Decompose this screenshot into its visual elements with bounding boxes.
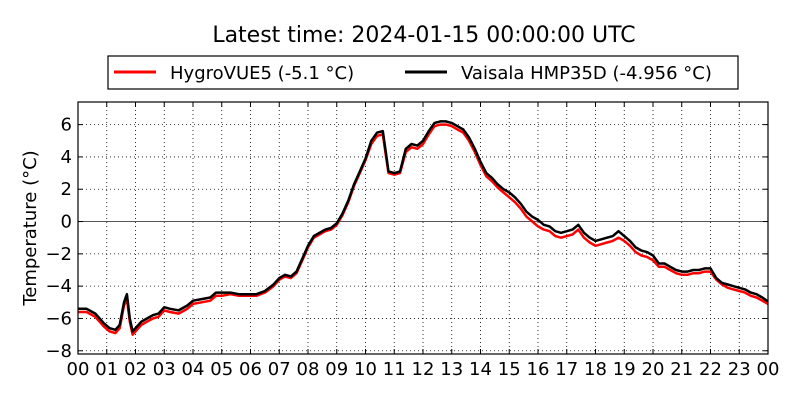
y-tick-label: 4 bbox=[61, 147, 72, 168]
y-tick-label: 6 bbox=[61, 115, 72, 136]
x-tick-label: 10 bbox=[354, 359, 377, 380]
legend: HygroVUE5 (-5.1 °C) Vaisala HMP35D (-4.9… bbox=[107, 55, 739, 90]
x-tick-label: 02 bbox=[124, 359, 147, 380]
series-line-vaisala bbox=[78, 120, 769, 333]
y-tick-label: −2 bbox=[45, 244, 72, 265]
y-tick-label: 0 bbox=[61, 212, 72, 233]
x-tick-label: 14 bbox=[469, 359, 492, 380]
x-tick-label: 15 bbox=[498, 359, 521, 380]
y-tick-label: −6 bbox=[45, 308, 72, 329]
x-tick-label: 19 bbox=[613, 359, 636, 380]
chart-title: Latest time: 2024-01-15 00:00:00 UTC bbox=[212, 23, 635, 48]
x-tick-label: 03 bbox=[153, 359, 176, 380]
x-tick-label: 08 bbox=[297, 359, 320, 380]
y-tick-label: −4 bbox=[45, 276, 72, 297]
x-tick-label: 00 bbox=[757, 359, 780, 380]
legend-label-vaisala: Vaisala HMP35D (-4.956 °C) bbox=[461, 63, 712, 84]
x-tick-label: 18 bbox=[584, 359, 607, 380]
x-tick-label: 07 bbox=[268, 359, 291, 380]
x-tick-label: 13 bbox=[440, 359, 463, 380]
x-tick-label: 12 bbox=[412, 359, 435, 380]
x-tick-label: 21 bbox=[670, 359, 693, 380]
x-tick-label: 22 bbox=[699, 359, 722, 380]
x-tick-label: 06 bbox=[239, 359, 262, 380]
x-tick-label: 00 bbox=[67, 359, 90, 380]
y-axis-ticks: −8 −6 −4 −2 0 2 4 6 bbox=[45, 115, 768, 362]
y-tick-label: 2 bbox=[61, 179, 72, 200]
x-tick-label: 20 bbox=[642, 359, 665, 380]
x-tick-label: 23 bbox=[728, 359, 751, 380]
x-axis-ticks: 00 01 02 03 04 05 06 07 08 09 10 11 12 13 14 15 16 17 18 19… bbox=[67, 102, 780, 380]
y-tick-label: −8 bbox=[45, 341, 72, 362]
x-tick-label: 09 bbox=[325, 359, 348, 380]
legend-label-hygrovue5: HygroVUE5 (-5.1 °C) bbox=[170, 63, 354, 84]
x-tick-label: 01 bbox=[95, 359, 118, 380]
series-lines bbox=[78, 120, 769, 336]
x-tick-label: 05 bbox=[210, 359, 233, 380]
x-tick-label: 04 bbox=[182, 359, 205, 380]
y-axis-label: Temperature (°C) bbox=[20, 150, 41, 306]
series-line-hygrovue5 bbox=[78, 123, 769, 336]
x-tick-label: 16 bbox=[527, 359, 550, 380]
x-tick-label: 17 bbox=[555, 359, 578, 380]
x-tick-label: 11 bbox=[383, 359, 406, 380]
